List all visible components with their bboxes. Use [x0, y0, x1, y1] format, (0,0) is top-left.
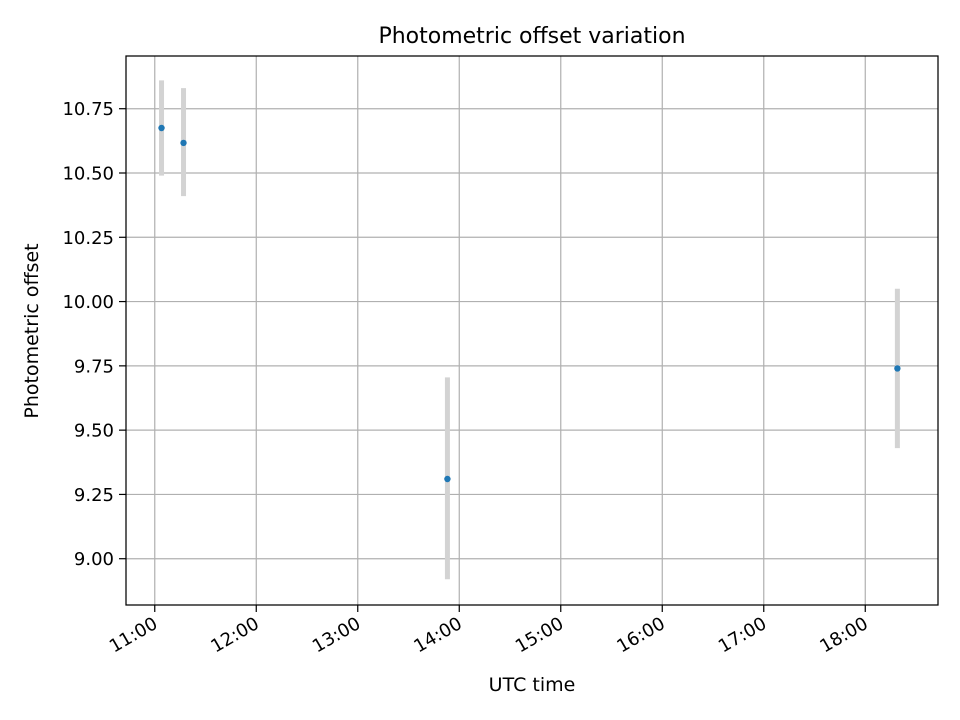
- y-tick-label: 9.25: [74, 485, 114, 506]
- data-points: [158, 124, 901, 483]
- y-tick-label: 10.50: [62, 164, 114, 185]
- y-tick-label: 9.75: [74, 356, 114, 377]
- x-axis-label: UTC time: [489, 674, 576, 696]
- data-point: [180, 139, 187, 147]
- y-tick-label: 10.00: [62, 292, 114, 313]
- y-axis-ticks: 9.00 9.25 9.50 9.75 10.00 10.25 10.50 10.75: [62, 99, 126, 570]
- y-tick-label: 10.75: [62, 99, 114, 120]
- data-point: [158, 124, 165, 132]
- y-tick-label: 9.00: [74, 549, 114, 570]
- y-tick-label: 9.50: [74, 421, 114, 442]
- data-point: [444, 475, 451, 483]
- data-point: [894, 365, 901, 372]
- y-axis-label: Photometric offset: [21, 243, 43, 418]
- plot-frame: [125, 55, 939, 606]
- chart-title: Photometric offset variation: [378, 24, 685, 49]
- y-tick-label: 10.25: [62, 228, 114, 249]
- grid-lines: [126, 56, 938, 605]
